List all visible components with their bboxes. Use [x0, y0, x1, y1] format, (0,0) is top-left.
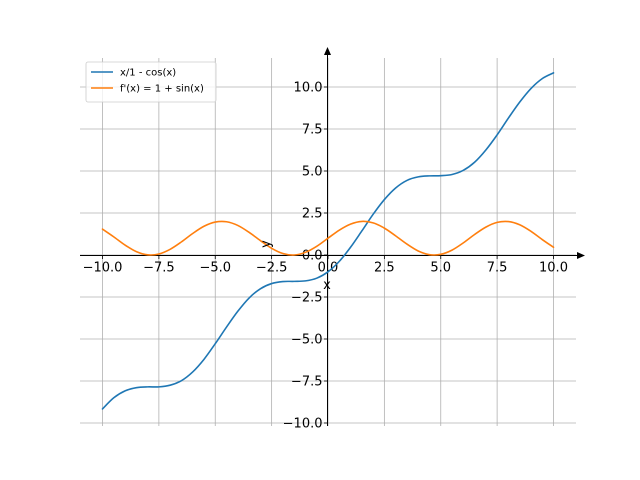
y-tick-label: 10.0: [294, 81, 323, 96]
x-tick-label: −2.5: [256, 261, 288, 276]
legend-label: f'(x) = 1 + sin(x): [120, 84, 204, 95]
x-axis-label: x: [323, 278, 331, 293]
y-tick-label: 5.0: [302, 165, 323, 180]
x-tick-label: 5.0: [430, 261, 451, 276]
legend: x/1 - cos(x) f'(x) = 1 + sin(x): [85, 61, 217, 103]
x-tick-label: −7.5: [143, 261, 175, 276]
series-line-2: [101, 220, 555, 256]
y-tick-label: −10.0: [283, 417, 323, 432]
y-axis-arrow: [324, 47, 331, 55]
x-tick-label: 0.0: [318, 261, 339, 276]
x-tick-label: 2.5: [374, 261, 395, 276]
y-tick-label: 2.5: [302, 207, 323, 222]
y-tick-label: 0.0: [302, 249, 323, 264]
x-tick-label: 10.0: [539, 261, 568, 276]
y-tick-label: −5.0: [291, 333, 323, 348]
y-tick-label: 7.5: [302, 123, 323, 138]
x-tick-label: −10.0: [83, 261, 123, 276]
series-line-1: [101, 72, 555, 410]
ticks: −10.0 −7.5 −5.0 −2.5 0.0 2.5 5.0 7.5 10.0 −10.0 −7…: [83, 81, 568, 432]
legend-box: [85, 61, 217, 103]
y-axis-label: y: [259, 240, 274, 248]
x-tick-label: −5.0: [199, 261, 231, 276]
x-tick-label: 7.5: [487, 261, 508, 276]
legend-label: x/1 - cos(x): [120, 68, 176, 79]
axes: [80, 47, 585, 426]
y-tick-label: −7.5: [291, 375, 323, 390]
series-lines: [101, 72, 555, 410]
x-axis-arrow: [577, 252, 585, 259]
y-tick-label: −2.5: [291, 291, 323, 306]
